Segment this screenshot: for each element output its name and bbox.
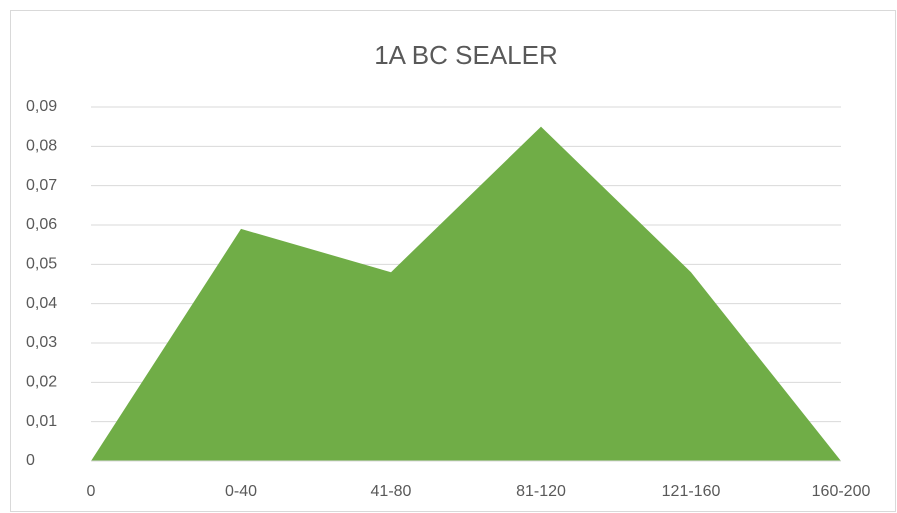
y-tick-label: 0,01 (26, 413, 57, 430)
y-tick-label: 0,09 (26, 98, 57, 115)
x-tick-label: 41-80 (371, 483, 412, 500)
y-tick-label: 0,08 (26, 138, 57, 155)
x-tick-label: 0-40 (225, 483, 257, 500)
y-tick-label: 0 (26, 452, 35, 469)
y-tick-label: 0,02 (26, 374, 57, 391)
x-tick-label: 81-120 (516, 483, 566, 500)
y-tick-label: 0,05 (26, 256, 57, 273)
y-tick-label: 0,06 (26, 216, 57, 233)
y-tick-label: 0,07 (26, 177, 57, 194)
x-tick-label: 121-160 (662, 483, 721, 500)
x-tick-label: 160-200 (812, 483, 871, 500)
y-tick-label: 0,04 (26, 295, 57, 312)
y-tick-label: 0,03 (26, 334, 57, 351)
chart-title: 1A BC SEALER (374, 40, 558, 70)
area (91, 126, 841, 462)
x-tick-label: 0 (87, 483, 96, 500)
